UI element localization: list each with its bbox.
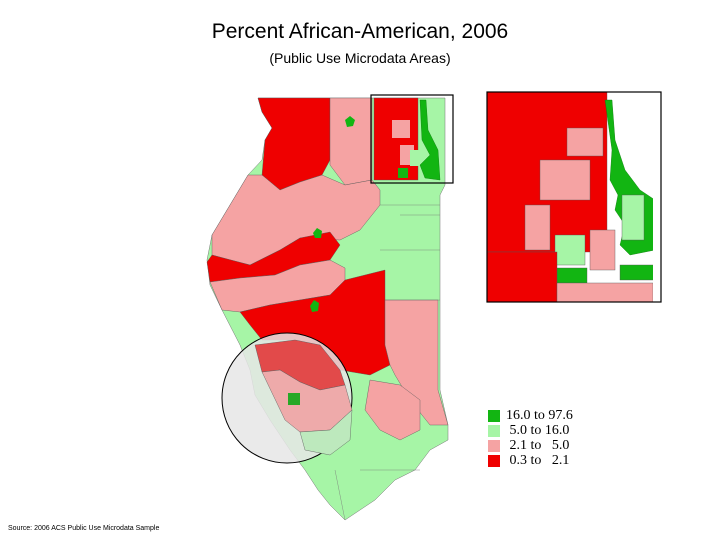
inset-lgreen-east bbox=[621, 194, 645, 241]
region-chicago-dgreen bbox=[419, 99, 441, 181]
legend-label: 0.3 to 2.1 bbox=[506, 452, 570, 468]
legend-label: 16.0 to 97.6 bbox=[506, 407, 573, 423]
inset-frame bbox=[486, 91, 662, 303]
legend-row: 16.0 to 97.6 bbox=[488, 408, 608, 423]
inset-dgreen-south bbox=[556, 267, 588, 284]
inset-red-south bbox=[486, 251, 558, 303]
inset-dgreen-se bbox=[619, 264, 656, 281]
region-w-pink bbox=[211, 174, 381, 266]
city-peoria-green bbox=[313, 228, 322, 238]
region-nc-pink bbox=[329, 97, 373, 186]
region-eaststlouis-green bbox=[288, 393, 300, 405]
inset-pink-south bbox=[589, 229, 616, 271]
legend-swatch bbox=[488, 409, 500, 422]
region-chicago-dgreen2 bbox=[398, 168, 408, 178]
inset-pink-bottom bbox=[556, 282, 654, 303]
region-se-pink bbox=[364, 379, 421, 441]
legend-swatch bbox=[488, 454, 500, 467]
legend-swatch bbox=[488, 439, 500, 452]
region-metroeast-pink bbox=[261, 369, 353, 433]
chicago-inset bbox=[486, 91, 662, 303]
region-chicago-pink1 bbox=[392, 120, 410, 138]
region-e-green-lines bbox=[334, 204, 440, 521]
inset-pink-mid bbox=[539, 159, 591, 201]
region-chicago-red bbox=[373, 97, 419, 181]
inset-lgreen-mid bbox=[554, 234, 586, 266]
legend-label: 5.0 to 16.0 bbox=[506, 422, 570, 438]
source-note: Source: 2006 ACS Public Use Microdata Sa… bbox=[8, 525, 160, 532]
legend-row: 2.1 to 5.0 bbox=[488, 438, 608, 453]
legend-label: 2.1 to 5.0 bbox=[506, 437, 570, 453]
legend-swatch bbox=[488, 424, 500, 437]
map-title: Percent African-American, 2006 bbox=[211, 20, 509, 43]
city-springfield-green bbox=[310, 300, 319, 312]
state-map bbox=[206, 94, 454, 521]
legend-row: 5.0 to 16.0 bbox=[488, 423, 608, 438]
chicago-zoom-box bbox=[370, 94, 454, 184]
region-chicago-lgreen bbox=[410, 150, 426, 166]
legend-row: 0.3 to 2.1 bbox=[488, 453, 608, 468]
map-subtitle: (Public Use Microdata Areas) bbox=[269, 50, 451, 66]
inset-white-lake bbox=[653, 92, 661, 302]
city-rockford-green bbox=[345, 116, 355, 127]
inset-pink-top bbox=[566, 127, 604, 157]
legend: 16.0 to 97.6 5.0 to 16.0 2.1 to 5.0 0.3 … bbox=[488, 408, 608, 468]
inset-pink-low bbox=[524, 204, 551, 251]
region-metroeast-lgreen bbox=[299, 409, 353, 456]
